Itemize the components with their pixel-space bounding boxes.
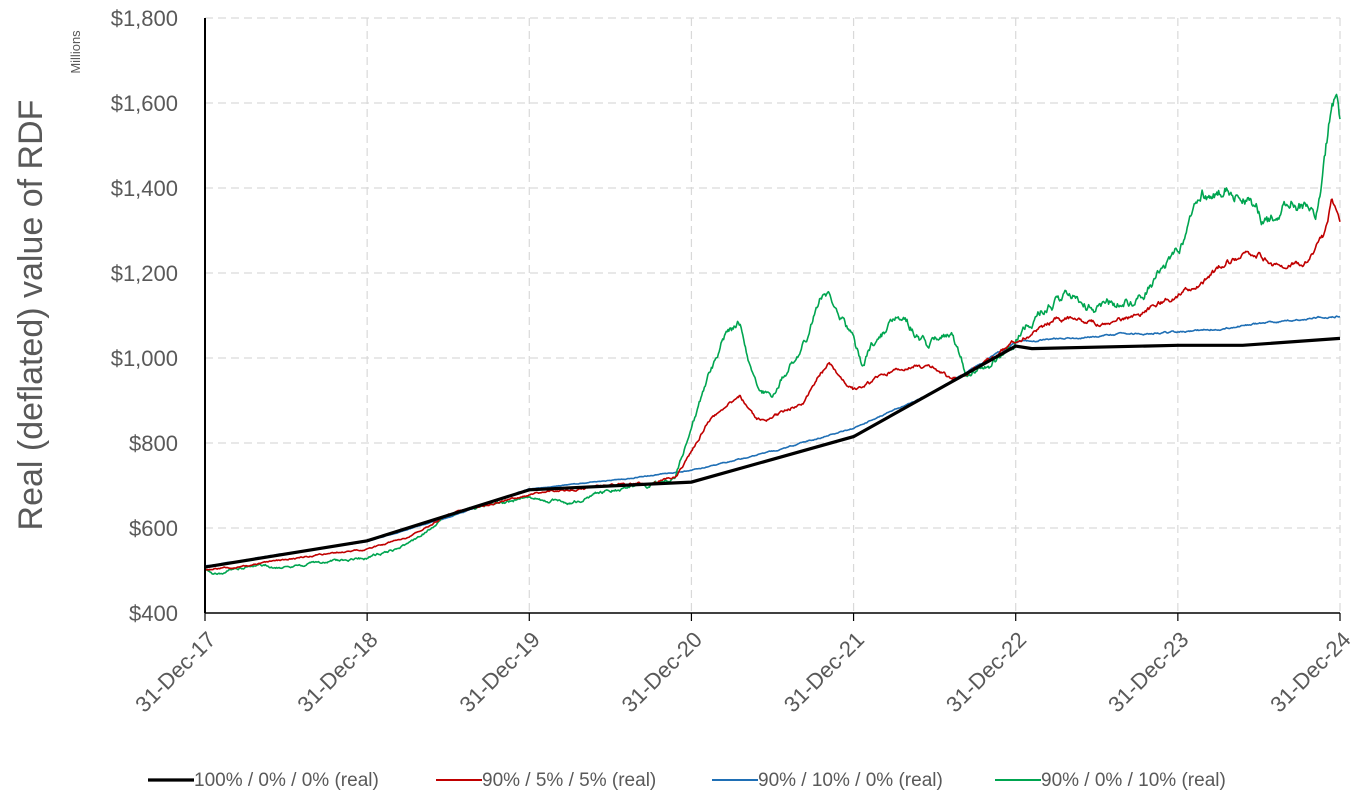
x-tick-label: 31-Dec-18 — [292, 627, 382, 717]
y-axis-label: Real (deflated) value of RDF — [12, 100, 50, 531]
legend: 100% / 0% / 0% (real) 90% / 5% / 5% (real… — [148, 770, 1226, 791]
gridlines — [205, 17, 1341, 613]
y-tick-label: $800 — [129, 431, 178, 456]
legend-entry-label: 90% / 0% / 10% (real) — [1041, 770, 1226, 791]
y-axis-ticks: $400 $600 $800 $1,000 $1,200 $1,400 $1,600 $1,8… — [111, 6, 178, 626]
x-tick-label: 31-Dec-19 — [455, 627, 545, 717]
legend-entry-label: 100% / 0% / 0% (real) — [194, 770, 379, 791]
y-tick-label: $400 — [129, 601, 178, 626]
y-tick-label: $1,000 — [111, 346, 178, 371]
x-tick-label: 31-Dec-23 — [1103, 627, 1193, 717]
y-tick-label: $1,200 — [111, 261, 178, 286]
y-tick-label: $1,400 — [111, 176, 178, 201]
x-axis-ticks: 31-Dec-17 31-Dec-18 31-Dec-19 31-Dec-20 31-D… — [130, 613, 1356, 717]
y-tick-label: $600 — [129, 516, 178, 541]
legend-entry-label: 90% / 10% / 0% (real) — [758, 770, 943, 791]
series-line — [204, 198, 1341, 571]
series-layer — [204, 93, 1341, 576]
y-tick-label: $1,800 — [111, 6, 178, 31]
y-units-label: Millions — [68, 30, 83, 74]
x-tick-label: 31-Dec-20 — [617, 627, 707, 717]
legend-entry-label: 90% / 5% / 5% (real) — [482, 770, 656, 791]
x-tick-label: 31-Dec-17 — [130, 627, 220, 717]
x-tick-label: 31-Dec-22 — [941, 627, 1031, 717]
y-tick-label: $1,600 — [111, 91, 178, 116]
series-line — [204, 93, 1341, 576]
x-tick-label: 31-Dec-24 — [1265, 627, 1355, 717]
x-tick-label: 31-Dec-21 — [779, 627, 869, 717]
series-line — [204, 336, 1341, 569]
